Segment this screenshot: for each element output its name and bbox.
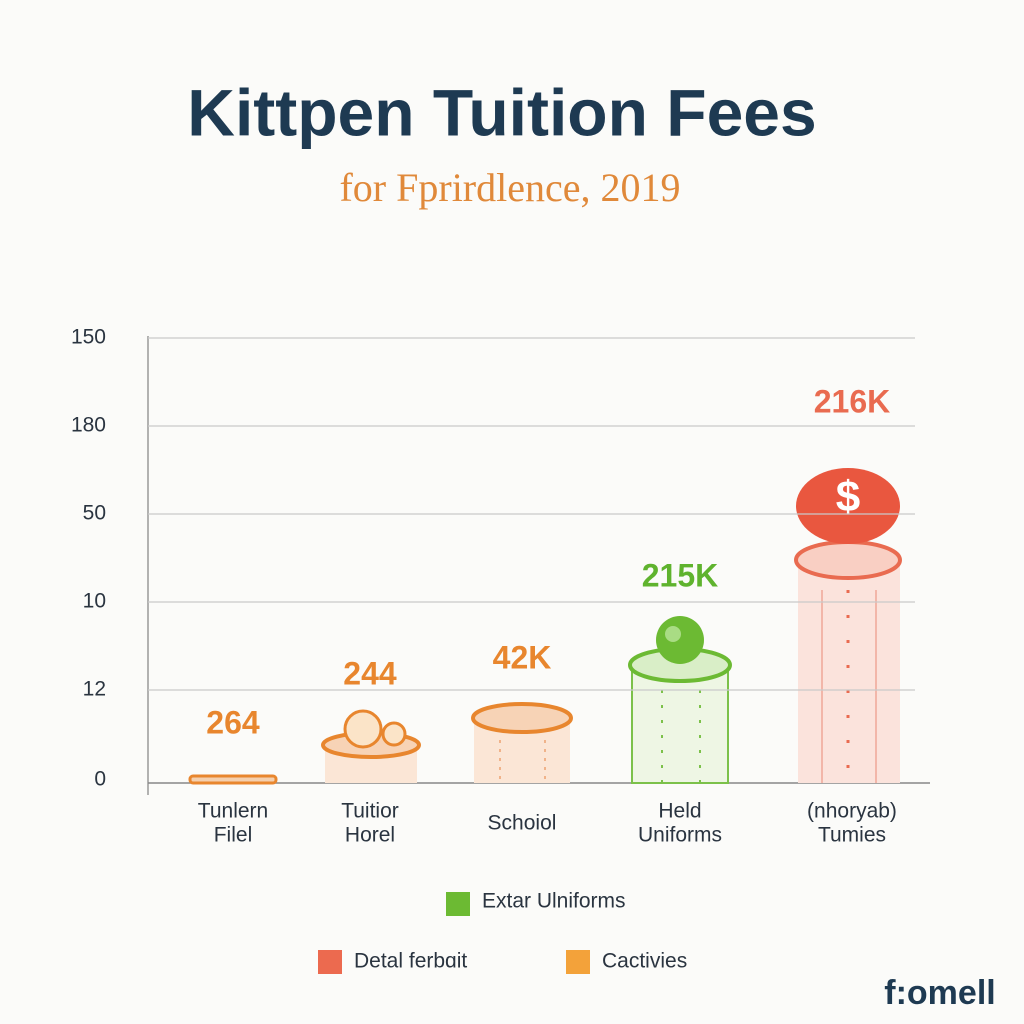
category-label: Uniforms [638, 824, 722, 847]
category-label: Held [658, 800, 701, 823]
y-axis-label: 0 [94, 768, 106, 791]
legend-swatch [566, 950, 590, 974]
value-label: 216K [814, 383, 891, 419]
legend-swatch [318, 950, 342, 974]
value-label: 42K [493, 639, 552, 675]
category-label: Horel [345, 824, 395, 847]
category-label: (nhoryab) [807, 800, 897, 823]
legend-label: Cactivies [602, 950, 687, 973]
y-axis-label: 180 [71, 414, 106, 437]
category-label: Tumies [818, 824, 886, 847]
legend-swatch [446, 892, 470, 916]
chart-title: Kittpen Tuition Fees [187, 75, 816, 149]
y-axis-label: 10 [83, 590, 106, 613]
category-label: Tuitior [341, 800, 399, 823]
column [471, 702, 573, 783]
value-label: 264 [206, 704, 260, 740]
chart-subtitle: for Fprirdlence, 2019 [339, 165, 680, 210]
y-axis-label: 150 [71, 326, 106, 349]
category-label: Schoiol [488, 812, 557, 835]
y-axis-label: 12 [83, 678, 106, 701]
y-axis-label: 50 [83, 502, 106, 525]
column [628, 616, 732, 784]
column: $ [794, 468, 902, 783]
category-label: Tunlern [198, 800, 268, 823]
column [321, 709, 421, 783]
legend-label: Detal ferbɑit [354, 950, 467, 973]
column [188, 774, 278, 785]
logo: f:omell [884, 974, 995, 1012]
value-label: 244 [343, 655, 397, 691]
category-label: Filel [214, 824, 253, 847]
legend-label: Extar Ulniforms [482, 890, 626, 913]
value-label: 215K [642, 557, 719, 593]
